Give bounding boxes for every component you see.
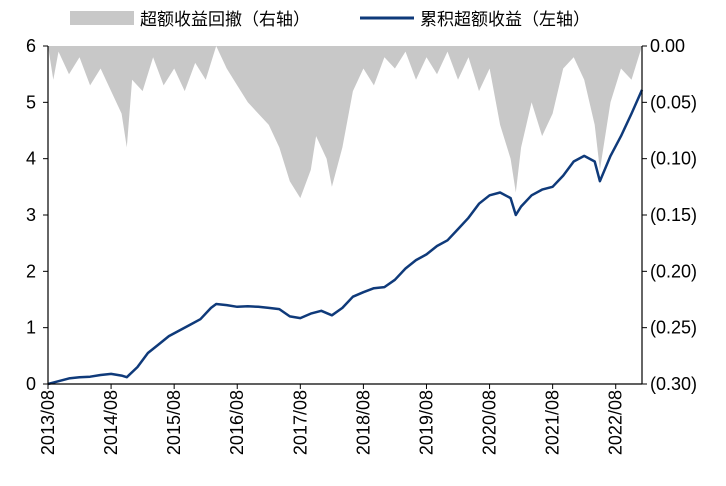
y-left-tick-label: 2 [26, 261, 36, 281]
y-left-tick-label: 5 [26, 92, 36, 112]
x-tick-label: 2022/08 [606, 390, 626, 455]
x-tick-label: 2015/08 [164, 390, 184, 455]
legend-label-drawdown: 超额收益回撤（右轴） [140, 10, 310, 30]
x-tick-label: 2020/08 [480, 390, 500, 455]
drawdown-area [48, 46, 642, 199]
x-tick-label: 2021/08 [543, 390, 563, 455]
legend-swatch-drawdown [70, 11, 134, 25]
y-left-tick-label: 0 [26, 374, 36, 394]
legend-label-cumulative: 累积超额收益（左轴） [420, 10, 590, 30]
x-tick-label: 2013/08 [38, 390, 58, 455]
plot-area [47, 46, 644, 386]
legend: 超额收益回撤（右轴） 累积超额收益（左轴） [70, 10, 590, 30]
y-right-tick-label: (0.15) [650, 205, 697, 225]
x-tick-label: 2018/08 [353, 390, 373, 455]
y-left-tick-label: 1 [26, 318, 36, 338]
y-left-tick-label: 3 [26, 205, 36, 225]
y-right-tick-label: (0.30) [650, 374, 697, 394]
x-tick-label: 2019/08 [416, 390, 436, 455]
y-right-tick-label: (0.10) [650, 149, 697, 169]
y-right-tick-label: 0.00 [650, 36, 685, 56]
y-left-tick-label: 4 [26, 149, 36, 169]
x-tick-label: 2014/08 [101, 390, 121, 455]
y-right-tick-label: (0.20) [650, 261, 697, 281]
y-right-tick-label: (0.05) [650, 92, 697, 112]
y-left-tick-label: 6 [26, 36, 36, 56]
x-tick-label: 2017/08 [290, 390, 310, 455]
x-tick-label: 2016/08 [227, 390, 247, 455]
axes: 0 1 2 3 4 5 6 0.00 (0.05) (0.10) (0.15) (0.20) (0.25… [26, 36, 697, 455]
y-right-tick-label: (0.25) [650, 318, 697, 338]
cumulative-return-line [47, 89, 644, 386]
